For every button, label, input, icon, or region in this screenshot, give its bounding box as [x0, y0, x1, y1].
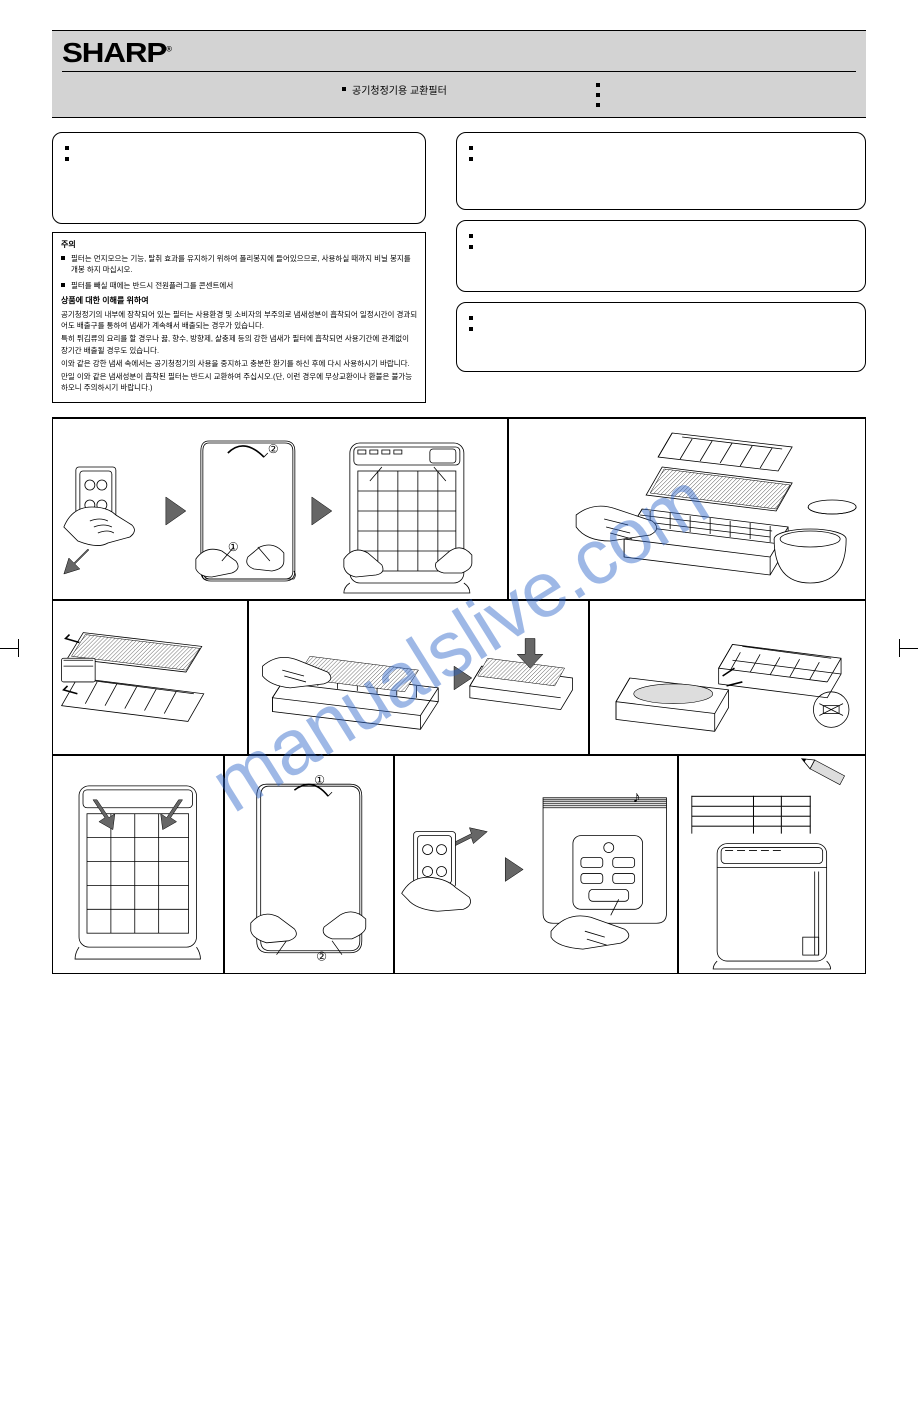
info-section: 주의 필터는 먼지모으는 기능, 탈취 효과를 유지하기 위하여 폴리봉지에 들…: [52, 132, 866, 403]
bullet-icon: [342, 87, 346, 91]
caution-p4: 만일 이와 같은 냄새성분이 흡착된 필터는 반드시 교환하여 주십시오.(단,…: [61, 371, 417, 394]
svg-text:♪: ♪: [633, 788, 641, 805]
info-box-left: [52, 132, 426, 224]
diagram-grid: ① ②: [52, 417, 866, 974]
caution-subtitle: 상품에 대한 이해를 위하여: [61, 295, 417, 307]
date-table: [691, 777, 830, 833]
bullet-icon: [469, 327, 473, 331]
bullet-icon: [61, 283, 65, 287]
bullet-icon: [469, 245, 473, 249]
header-right-list: [596, 83, 756, 107]
manual-page: SHARP® 공기청정기용 교환필터: [0, 0, 918, 994]
bullet-icon: [596, 83, 600, 87]
bullet-icon: [65, 146, 69, 150]
caution-box: 주의 필터는 먼지모으는 기능, 탈취 효과를 유지하기 위하여 폴리봉지에 들…: [52, 232, 426, 403]
caution-p1: 공기청정기의 내부에 장착되어 있는 필터는 사용환경 및 소비자의 부주의로 …: [61, 309, 417, 332]
bullet-icon: [469, 234, 473, 238]
bullet-icon: [61, 256, 65, 260]
info-box-right-2: [456, 220, 866, 292]
info-box-right-3: [456, 302, 866, 372]
bullet-icon: [469, 157, 473, 161]
bullet-icon: [596, 93, 600, 97]
header-subtitle: 공기청정기용 교환필터: [352, 82, 447, 97]
step-reinsert-filter-frame: [53, 755, 224, 973]
bullet-icon: [596, 103, 600, 107]
brand-reg: ®: [166, 47, 171, 54]
bullet-icon: [65, 157, 69, 161]
caution-p3: 이와 같은 강한 냄새 속에서는 공기청정기의 사용을 중지하고 충분한 환기를…: [61, 358, 417, 369]
svg-text:②: ②: [316, 949, 327, 963]
step-insert-white-filter: [589, 600, 865, 755]
bullet-icon: [469, 146, 473, 150]
header-band: SHARP® 공기청정기용 교환필터: [52, 30, 866, 118]
step-new-filters: [53, 600, 248, 755]
step-unplug-remove-cover: ① ②: [53, 418, 508, 600]
step-remove-filters: [508, 418, 865, 600]
step-attach-cover: ① ②: [224, 755, 395, 973]
info-box-right-1: [456, 132, 866, 210]
brand-logo: SHARP®: [62, 37, 918, 69]
bullet-icon: [469, 316, 473, 320]
caution-title: 주의: [61, 239, 417, 251]
caution-p2: 특히 튀김류의 요리를 할 경우나 끓, 향수, 방향제, 살충제 등의 강한 …: [61, 333, 417, 356]
step-insert-gray-filter: [248, 600, 589, 755]
step-plug-reset: ♪: [394, 755, 678, 973]
step-record-date: [678, 755, 865, 973]
header-rule: [62, 71, 856, 72]
svg-text:②: ②: [268, 442, 279, 456]
brand-text: SHARP: [62, 37, 166, 68]
